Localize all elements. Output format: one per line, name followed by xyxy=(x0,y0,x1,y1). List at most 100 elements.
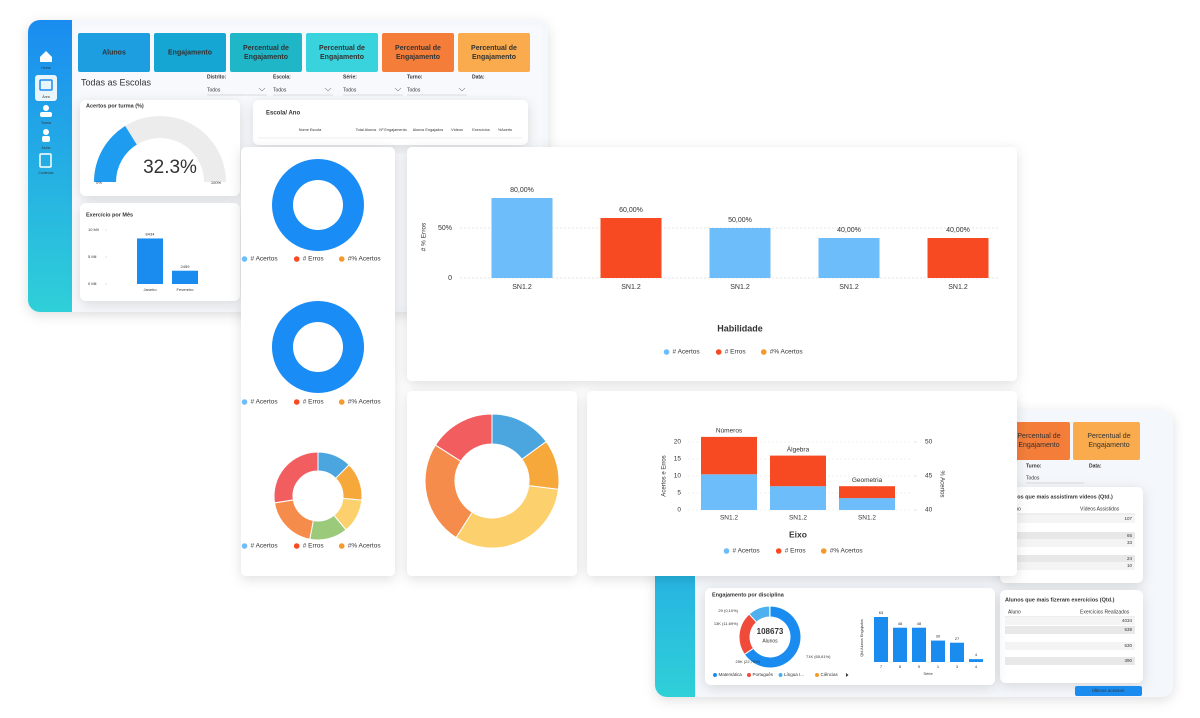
column-header: Aluno xyxy=(1008,609,1021,615)
bar xyxy=(893,627,907,662)
tab xyxy=(458,33,530,72)
slice-label: 29 (0,10%) xyxy=(718,608,738,613)
table-row xyxy=(1005,562,1135,570)
table-value: 530 xyxy=(1124,643,1132,648)
filter-label: Data: xyxy=(1089,463,1102,469)
legend-label: #% Acertos xyxy=(348,399,382,406)
x-tick-label: SN1.2 xyxy=(621,284,641,291)
value-label: 2459 xyxy=(181,264,191,269)
button-label: Últimos acessos xyxy=(1092,687,1126,693)
donut-segment xyxy=(743,605,802,669)
legend-swatch xyxy=(293,256,300,262)
value-label: 40,00% xyxy=(946,227,970,234)
axis-title: # % Erros xyxy=(421,222,428,251)
tab xyxy=(154,33,226,72)
axis-title: Habilidade xyxy=(717,323,763,333)
table-row xyxy=(1005,657,1135,665)
bar xyxy=(600,218,662,278)
tab-label: Engajamento xyxy=(320,54,364,61)
value-label: 60,00% xyxy=(619,207,643,214)
value-label: 63 xyxy=(879,610,884,615)
tab xyxy=(1003,422,1070,460)
x-tick-label: SN1.2 xyxy=(839,284,859,291)
legend-label: # Acertos xyxy=(251,543,279,550)
tab-label: Engajamento xyxy=(472,54,516,61)
card-title: Alunos que mais assistiram vídeos (Qtd.) xyxy=(1005,494,1113,500)
bar xyxy=(874,617,888,662)
table-value: 539 xyxy=(1124,627,1132,632)
axis-title: Qtd Alunos Engajados xyxy=(860,619,864,657)
filter-label: Distrito: xyxy=(207,74,227,80)
legend-swatch xyxy=(293,543,300,549)
legend-swatch xyxy=(760,349,767,355)
legend-label: # Erros xyxy=(785,548,807,555)
x-tick-label: 1 xyxy=(937,664,940,669)
bar-segment xyxy=(701,474,757,510)
legend-swatch xyxy=(338,543,345,549)
card-title: Escola/ Ano xyxy=(266,111,300,117)
legend-swatch xyxy=(338,256,345,262)
axis-title: % Acertos xyxy=(938,470,944,497)
tab-label: Percentual de xyxy=(319,45,365,52)
bar xyxy=(931,640,945,662)
table-value: 24 xyxy=(1127,556,1133,561)
x-tick-label: SN1.2 xyxy=(789,515,807,522)
y-tick-label: 5 Mil xyxy=(88,254,97,259)
nav-label: Área xyxy=(42,95,49,99)
nav-icon xyxy=(43,129,49,135)
donut-segment xyxy=(434,413,493,462)
bar xyxy=(709,228,771,278)
x-tick-label: 3 xyxy=(956,664,959,669)
filter-value: Todos xyxy=(407,87,421,93)
legend-swatch xyxy=(747,673,751,677)
tab-label: Percentual de xyxy=(1087,433,1130,440)
filter-label: Série: xyxy=(343,74,357,80)
donut-panel xyxy=(241,147,395,576)
sidebar xyxy=(28,20,72,312)
value-label: 30 xyxy=(936,634,941,639)
value-label: 48 xyxy=(917,621,922,626)
tab-label: Alunos xyxy=(102,49,126,56)
donut-total-label: Alunos xyxy=(762,638,778,644)
gauge-tick: 100% xyxy=(211,180,222,185)
y-tick-label: 0 xyxy=(677,507,681,514)
tab xyxy=(78,33,150,72)
column-header: Nome Escola xyxy=(299,128,322,132)
table-value: 4034 xyxy=(1122,618,1133,623)
card-title: Exercício por Mês xyxy=(86,212,133,218)
button[interactable] xyxy=(1075,686,1142,696)
nav-icon xyxy=(42,136,50,142)
value-label: 40,00% xyxy=(837,227,861,234)
legend-more xyxy=(846,673,849,677)
donut-segment xyxy=(272,159,364,251)
y-tick-label: 10 Mil xyxy=(88,227,99,232)
column-header: %Acerto xyxy=(498,128,512,132)
nav-icon xyxy=(43,105,49,111)
page-heading: Todas as Escolas xyxy=(81,77,152,87)
tab-label: Engajamento xyxy=(244,54,288,61)
y2-tick-label: 40 xyxy=(925,507,933,514)
value-label: 48 xyxy=(898,621,903,626)
legend-label: # Acertos xyxy=(673,349,701,356)
filter-value: Todos xyxy=(343,87,357,93)
nav-label: Home xyxy=(41,66,50,70)
filter-value: Todos xyxy=(207,87,221,93)
legend-swatch xyxy=(241,399,248,405)
filter-value: Todos xyxy=(273,87,287,93)
tab-label: Percentual de xyxy=(471,45,517,52)
table-value: 107 xyxy=(1124,516,1132,521)
x-tick-label: SN1.2 xyxy=(858,515,876,522)
nav-icon xyxy=(39,153,52,168)
tab-label: Engajamento xyxy=(1018,442,1059,449)
bar xyxy=(969,659,983,662)
table-row xyxy=(1005,515,1135,523)
x-tick-label: 8 xyxy=(899,664,902,669)
card-title: Engajamento por disciplina xyxy=(712,592,785,598)
value-label: 80,00% xyxy=(510,187,534,194)
filter-caret xyxy=(258,87,266,92)
legend-label: Língua I... xyxy=(784,672,804,677)
filter-caret xyxy=(324,87,332,92)
filter-caret xyxy=(458,87,466,92)
